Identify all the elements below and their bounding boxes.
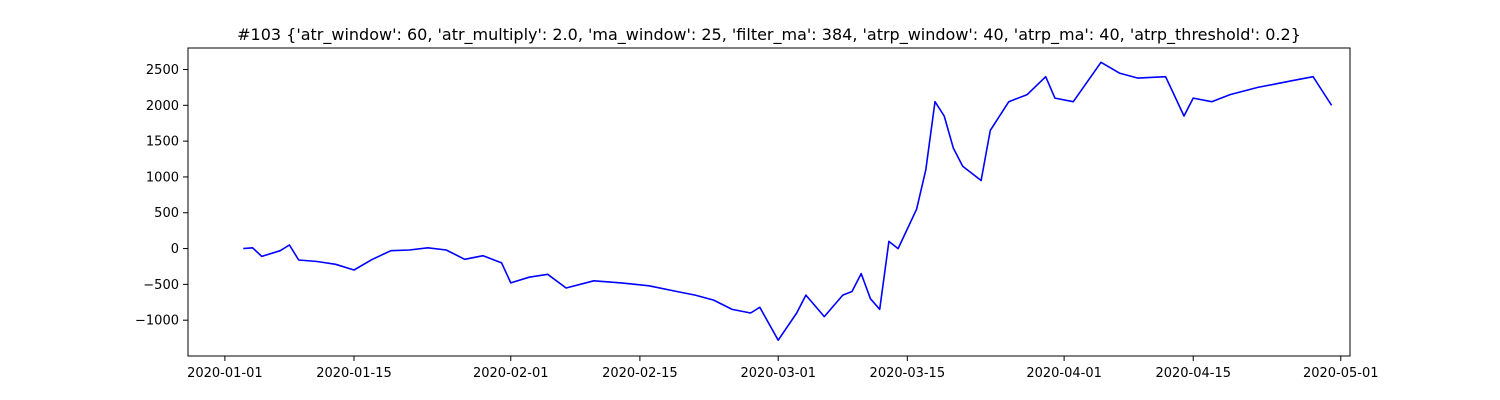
series-line-0 <box>243 61 1333 342</box>
x-tick-label: 2020-03-01 <box>740 366 816 381</box>
x-tick-label: 2020-04-15 <box>1155 366 1231 381</box>
y-tick-label: −1000 <box>135 314 179 329</box>
x-tick-label: 2020-03-15 <box>870 366 946 381</box>
x-tick-label: 2020-02-15 <box>602 366 678 381</box>
y-tick-label: 2000 <box>146 99 179 114</box>
y-tick-label: 2500 <box>146 63 179 78</box>
x-tick-label: 2020-05-01 <box>1303 366 1379 381</box>
plot-frame <box>187 47 1351 357</box>
y-tick-label: 1500 <box>146 135 179 150</box>
x-tick-label: 2020-04-01 <box>1026 366 1102 381</box>
x-tick-label: 2020-02-01 <box>473 366 549 381</box>
y-axis: −1000 −500 0 500 1000 1500 2000 2500 <box>135 63 188 329</box>
x-tick-label: 2020-01-01 <box>187 366 263 381</box>
x-axis: 2020-01-01 2020-01-15 2020-02-01 2020-02-15… <box>187 356 1379 381</box>
y-tick-label: 1000 <box>146 170 179 185</box>
y-tick-label: 0 <box>171 242 179 257</box>
x-tick-label: 2020-01-15 <box>316 366 392 381</box>
plot-area <box>243 61 1333 342</box>
y-tick-label: −500 <box>143 278 179 293</box>
y-tick-label: 500 <box>154 206 179 221</box>
chart-title: #103 {'atr_window': 60, 'atr_multiply': … <box>237 25 1301 45</box>
